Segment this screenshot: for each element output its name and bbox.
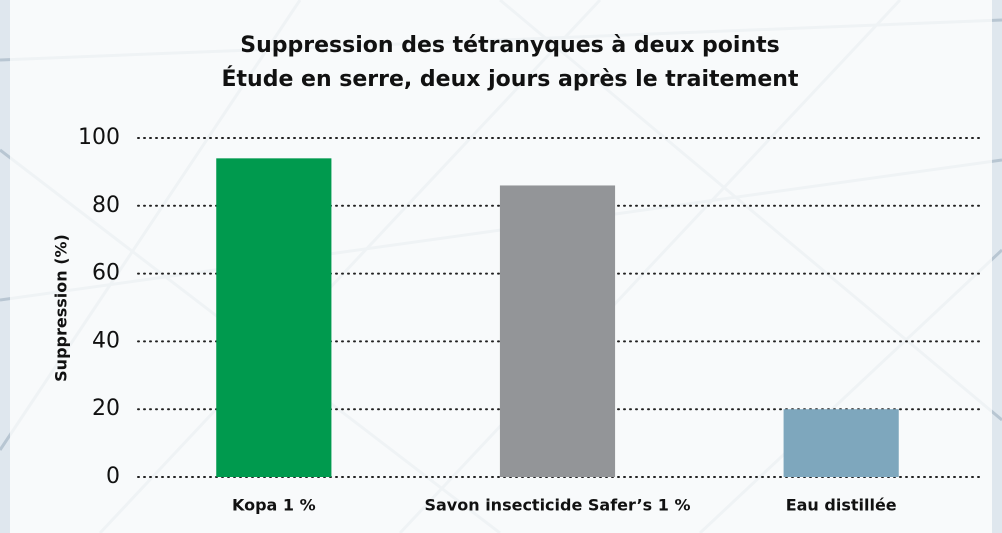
chart: Suppression des tétranyques à deux point… (0, 0, 1002, 533)
x-tick-label: Eau distillée (786, 496, 897, 515)
x-tick-label: Kopa 1 % (232, 496, 316, 515)
y-tick-label: 100 (78, 125, 120, 150)
bar (500, 185, 615, 477)
chart-title: Suppression des tétranyques à deux point… (240, 33, 779, 58)
y-tick-label: 80 (92, 193, 120, 218)
page: Suppression des tétranyques à deux point… (0, 0, 1002, 533)
x-tick-label: Savon insecticide Safer’s 1 % (424, 496, 690, 515)
bar (216, 158, 331, 477)
chart-subtitle: Étude en serre, deux jours après le trai… (222, 66, 799, 92)
y-tick-label: 0 (106, 464, 120, 489)
y-tick-label: 40 (92, 328, 120, 353)
y-tick-label: 60 (92, 261, 120, 286)
bar (784, 409, 899, 477)
y-tick-label: 20 (92, 396, 120, 421)
y-axis-label: Suppression (%) (52, 234, 71, 382)
